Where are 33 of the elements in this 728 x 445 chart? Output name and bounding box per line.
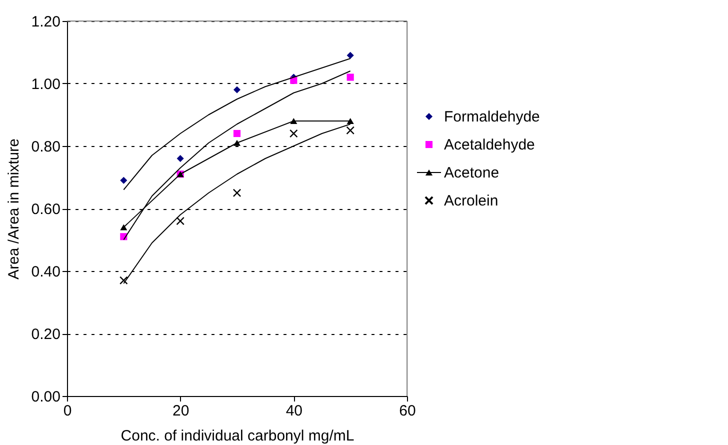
y-tick-label: 1.20: [31, 14, 60, 30]
legend-label: Acetaldehyde: [444, 136, 535, 154]
x-tick-label: 40: [286, 402, 303, 420]
point: [176, 154, 184, 162]
x-tick-label: 0: [63, 402, 72, 420]
point: [120, 276, 128, 285]
y-tick-label: 0.60: [31, 201, 60, 218]
x-tick-label: 60: [399, 402, 416, 420]
point: [233, 86, 241, 94]
point: [176, 216, 184, 226]
point: [120, 176, 128, 184]
legend-label: Acetone: [444, 164, 500, 182]
point: [233, 140, 241, 146]
point: [346, 118, 354, 124]
point: [232, 188, 242, 198]
y-tick-label: 1.00: [31, 76, 60, 93]
y-tick-label: 0.20: [31, 326, 60, 343]
y-tick-label: 0.00: [31, 388, 60, 406]
point: [290, 76, 298, 84]
point: [233, 130, 241, 138]
point: [290, 118, 298, 124]
y-tick-label: 0.80: [31, 138, 60, 156]
x-tick-label: 20: [172, 402, 190, 420]
point: [346, 126, 354, 135]
y-axis-title: Area /Area in mixture: [5, 138, 22, 280]
point: [120, 224, 128, 230]
point: [346, 52, 354, 59]
point: [290, 129, 298, 138]
y-tick-label: 0.40: [31, 264, 60, 280]
legend-label: Formaldehyde: [444, 108, 540, 126]
legend-label: Acrolein: [444, 192, 498, 210]
point: [346, 74, 354, 81]
x-axis-title: Conc. of individual carbonyl mg/mL: [120, 428, 354, 444]
